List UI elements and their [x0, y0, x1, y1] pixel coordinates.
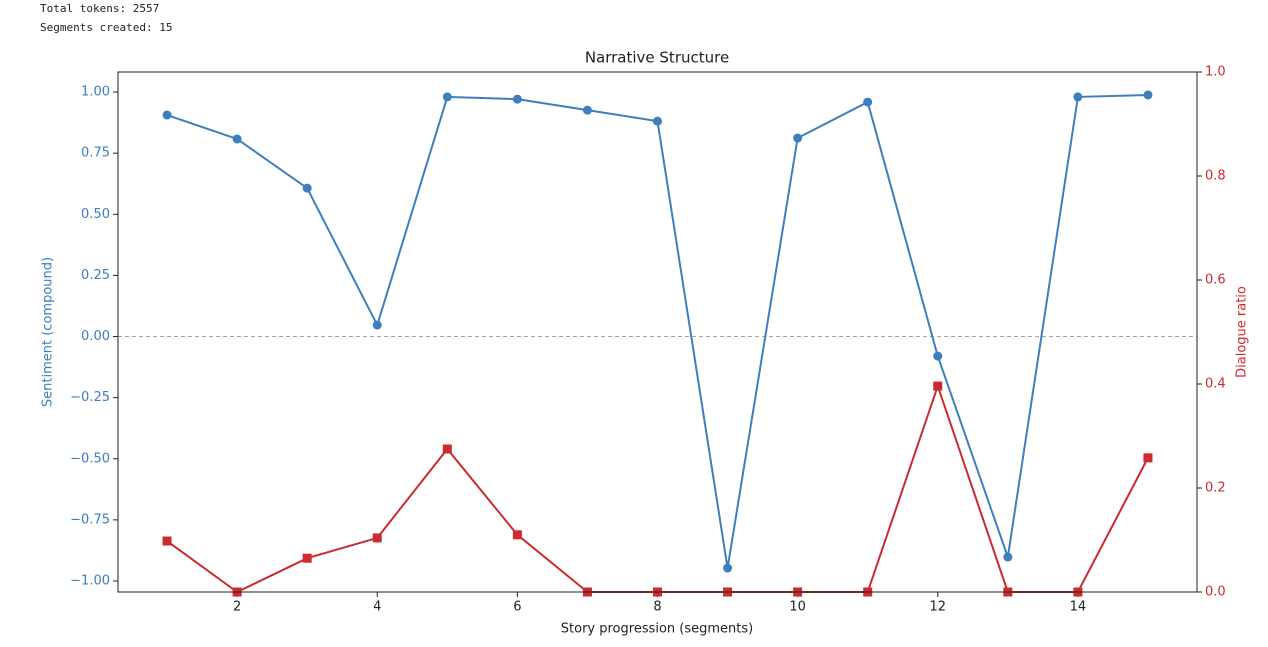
marker: [1143, 90, 1153, 100]
y2-tick-label: 0.0: [1205, 585, 1226, 600]
output-line: Segments created: 15: [40, 21, 172, 34]
y-tick-label: 1.00: [81, 85, 110, 100]
marker: [793, 133, 803, 143]
marker: [1073, 92, 1083, 102]
marker: [933, 351, 943, 361]
x-tick-label: 4: [373, 600, 381, 615]
y2-axis-label: Dialogue ratio: [1235, 286, 1250, 378]
marker: [302, 183, 312, 193]
y-tick-label: −1.00: [70, 573, 110, 588]
x-tick-label: 12: [929, 600, 946, 615]
marker: [442, 92, 452, 102]
output-line: Total tokens: 2557: [40, 2, 159, 15]
y2-tick-label: 0.4: [1205, 377, 1226, 392]
y-tick-label: −0.25: [70, 390, 110, 405]
y2-tick-label: 0.6: [1205, 273, 1226, 288]
y-tick-label: 0.50: [81, 207, 110, 222]
marker: [372, 320, 382, 330]
y-tick-label: 0.25: [81, 268, 110, 283]
marker: [442, 444, 452, 454]
x-tick-label: 8: [653, 600, 661, 615]
marker: [372, 533, 382, 543]
y-tick-label: 0.00: [81, 329, 110, 344]
x-tick-label: 14: [1070, 600, 1087, 615]
series-line: [166, 93, 1148, 569]
marker: [232, 134, 242, 144]
marker: [1143, 453, 1153, 463]
marker: [653, 116, 662, 126]
marker: [162, 110, 172, 120]
x-tick-label: 2: [233, 600, 241, 615]
marker: [512, 530, 522, 540]
chart-title: Narrative Structure: [585, 49, 729, 67]
y-tick-label: −0.50: [70, 451, 110, 466]
x-tick-label: 10: [789, 600, 806, 615]
marker: [723, 563, 733, 573]
y-tick-label: −0.75: [70, 512, 110, 527]
marker: [582, 105, 592, 115]
marker: [302, 553, 312, 563]
y2-tick-label: 0.2: [1205, 481, 1226, 496]
marker: [162, 536, 172, 546]
x-axis-label: Story progression (segments): [561, 622, 753, 637]
marker: [933, 381, 943, 391]
y-tick-label: 0.75: [81, 146, 110, 161]
plot-frame: [117, 71, 1198, 593]
y-axis-label: Sentiment (compound): [41, 257, 56, 407]
x-tick-label: 6: [513, 600, 521, 615]
marker: [1003, 552, 1013, 562]
y2-tick-label: 0.8: [1205, 169, 1226, 184]
marker: [863, 97, 873, 107]
series-line: [166, 382, 1149, 594]
y2-tick-label: 1.0: [1205, 65, 1226, 80]
marker: [512, 94, 522, 104]
